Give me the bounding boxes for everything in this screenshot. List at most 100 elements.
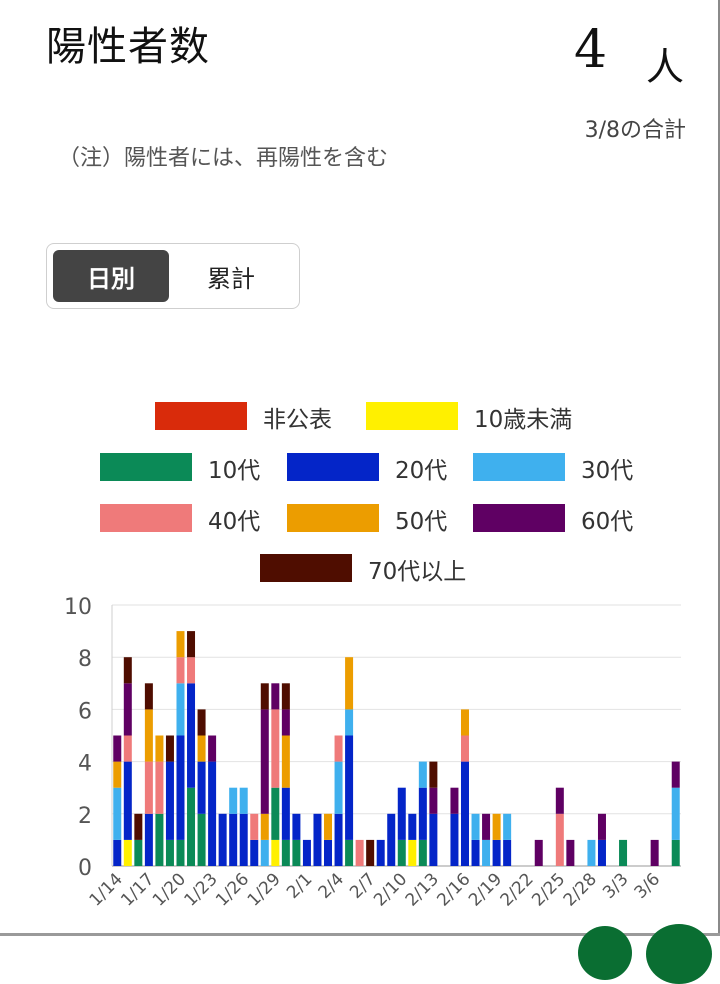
floating-button-secondary[interactable] [646, 924, 712, 984]
bar-segment [429, 813, 438, 866]
bar-segment [197, 761, 206, 814]
bar-segment [271, 839, 280, 866]
bar-segment [492, 813, 501, 840]
bar-segment [460, 761, 469, 866]
bar-segment [450, 813, 459, 866]
legend-swatch [473, 504, 565, 532]
x-tick-label: 1/29 [244, 869, 285, 910]
bar-segment [471, 839, 480, 866]
bar-segment [134, 839, 143, 866]
bar-segment [271, 683, 280, 710]
bar-segment [281, 683, 290, 710]
x-tick-label: 2/4 [315, 869, 348, 902]
bar-segment [113, 787, 122, 840]
bar-segment [334, 761, 343, 814]
positive-count-value: 4 [574, 20, 608, 80]
bar-segment [165, 735, 174, 762]
bar-segment [134, 813, 143, 840]
bar-segment [587, 839, 596, 866]
bar-segment [208, 761, 217, 866]
bar-segment [239, 787, 248, 814]
bar-segment [345, 735, 354, 840]
legend-swatch [100, 504, 192, 532]
bar-segment [429, 787, 438, 814]
cumulative-button[interactable]: 累計 [207, 264, 255, 293]
y-tick-label: 6 [78, 699, 92, 724]
bar-segment [176, 683, 185, 736]
bar-segment [123, 761, 132, 840]
x-tick-label: 2/28 [560, 869, 601, 910]
bar-segment [260, 709, 269, 814]
y-tick-label: 10 [64, 595, 92, 620]
bar-segment [187, 787, 196, 866]
legend-label: 40代 [208, 509, 261, 535]
bar-segment [113, 735, 122, 762]
bar-segment [292, 839, 301, 866]
x-tick-label: 2/25 [528, 869, 569, 910]
floating-button[interactable] [578, 926, 632, 980]
bar-segment [671, 839, 680, 866]
bar-segment [165, 839, 174, 866]
bar-segment [418, 839, 427, 866]
bar-segment [408, 839, 417, 866]
bar-segment [123, 735, 132, 762]
bar-segment [281, 787, 290, 840]
legend-label: 50代 [395, 509, 448, 535]
legend-swatch [155, 402, 247, 430]
x-tick-label: 2/13 [402, 869, 443, 910]
bar-segment [597, 839, 606, 866]
bar-segment [302, 839, 311, 866]
legend-swatch [100, 453, 192, 481]
card-right-border [718, 0, 720, 936]
bar-segment [324, 839, 333, 866]
bar-segment [239, 813, 248, 866]
bar-segment [229, 787, 238, 814]
bar-segment [176, 839, 185, 866]
bar-segment [271, 709, 280, 788]
bar-segment [671, 787, 680, 840]
x-tick-label: 2/1 [283, 869, 316, 902]
bar-segment [671, 761, 680, 788]
y-tick-label: 0 [78, 856, 92, 881]
bar-segment [155, 735, 164, 762]
bar-segment [144, 813, 153, 866]
bar-segment [597, 813, 606, 840]
bar-segment [482, 839, 491, 866]
bar-segment [250, 813, 259, 840]
page-title: 陽性者数 [46, 24, 210, 70]
bar-segment [324, 813, 333, 840]
bar-segment [155, 761, 164, 814]
bar-segment [482, 813, 491, 840]
bar-segment [176, 657, 185, 684]
bar-segment [187, 657, 196, 684]
bar-segment [176, 631, 185, 658]
as-of-date: 3/8の合計 [584, 118, 686, 143]
x-tick-label: 2/10 [370, 869, 411, 910]
x-tick-label: 3/6 [631, 869, 664, 902]
bar-segment [197, 813, 206, 866]
bar-segment [292, 813, 301, 840]
bar-segment [260, 813, 269, 840]
bar-segment [144, 709, 153, 762]
bar-segment [155, 813, 164, 866]
bar-segment [387, 813, 396, 866]
bar-segment [187, 631, 196, 658]
bar-segment [176, 735, 185, 840]
x-tick-label: 1/17 [117, 869, 158, 910]
bar-segment [197, 735, 206, 762]
bar-segment [460, 735, 469, 762]
legend-label: 20代 [395, 458, 448, 484]
bar-segment [429, 761, 438, 788]
positive-cases-chart: 02468101/141/171/201/231/261/292/12/42/7… [64, 595, 681, 911]
bar-segment [366, 839, 375, 866]
x-tick-label: 3/3 [599, 869, 632, 902]
bottom-frame-border [0, 933, 720, 936]
daily-button[interactable]: 日別 [53, 250, 169, 302]
bar-segment [345, 709, 354, 736]
bar-segment [229, 813, 238, 866]
bar-segment [187, 683, 196, 788]
bar-segment [208, 735, 217, 762]
x-tick-label: 1/23 [180, 869, 221, 910]
bar-segment [218, 813, 227, 866]
bar-segment [555, 813, 564, 866]
